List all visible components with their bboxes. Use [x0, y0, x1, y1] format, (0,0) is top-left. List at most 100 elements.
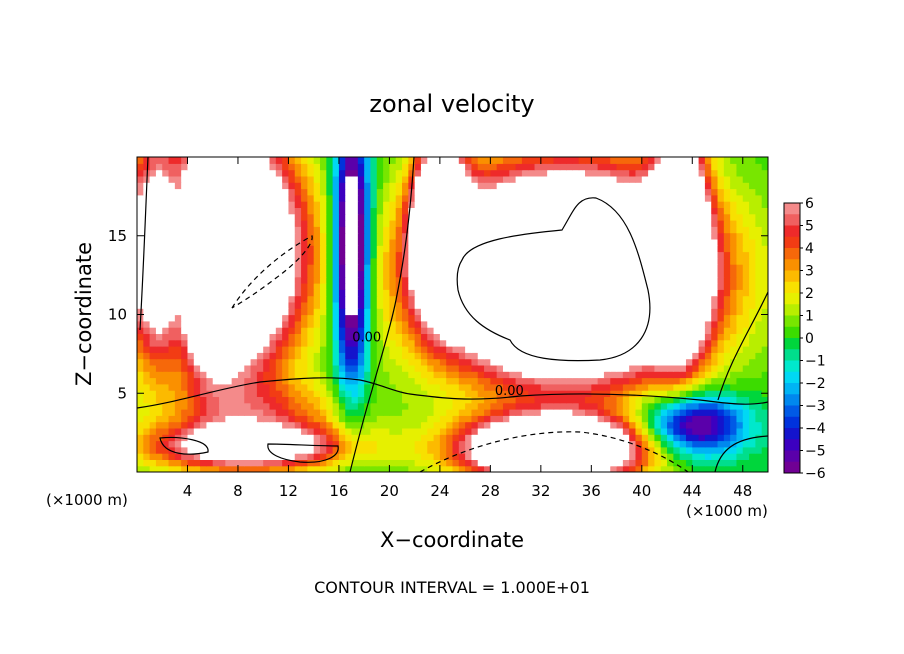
field-cell [465, 257, 473, 265]
field-cell [294, 402, 302, 410]
field-cell [307, 390, 315, 397]
field-cell [319, 459, 327, 467]
field-cell [168, 226, 176, 234]
field-cell [231, 301, 239, 309]
field-cell [635, 446, 643, 454]
field-cell [389, 213, 397, 221]
field-cell [685, 465, 693, 472]
field-cell [200, 289, 208, 297]
field-cell [704, 446, 712, 454]
field-cell [294, 446, 302, 454]
field-cell [301, 402, 308, 410]
field-cell [181, 301, 189, 309]
field-cell [439, 453, 447, 460]
field-cell [326, 390, 334, 397]
field-cell [181, 289, 189, 297]
field-cell [654, 396, 662, 404]
field-cell [509, 163, 517, 171]
field-cell [155, 207, 163, 215]
field-cell [742, 333, 750, 341]
field-cell [742, 377, 750, 385]
field-cell [155, 308, 163, 316]
field-cell [395, 459, 403, 467]
field-cell [742, 409, 750, 416]
field-cell [244, 245, 252, 253]
field-cell [528, 238, 536, 246]
field-cell [143, 276, 151, 284]
field-cell [667, 194, 674, 202]
field-cell [547, 402, 555, 410]
field-cell [143, 157, 151, 164]
field-cell [420, 465, 428, 472]
field-cell [301, 421, 308, 429]
field-cell [629, 314, 637, 322]
field-cell [256, 371, 264, 379]
field-cell [723, 421, 731, 429]
field-cell [471, 251, 479, 259]
field-cell [200, 421, 208, 429]
field-cell [496, 371, 504, 379]
field-cell [635, 194, 643, 202]
field-cell [667, 301, 674, 309]
field-cell [351, 232, 359, 240]
field-cell [585, 440, 592, 448]
field-cell [648, 289, 656, 297]
field-cell [275, 175, 283, 183]
field-cell [263, 226, 271, 234]
field-cell [597, 175, 605, 183]
field-cell [742, 339, 750, 347]
field-cell [288, 346, 296, 353]
field-cell [547, 446, 555, 454]
field-cell [528, 402, 536, 410]
field-cell [458, 201, 466, 208]
field-cell [559, 427, 567, 435]
field-cell [660, 238, 668, 246]
field-cell [237, 459, 245, 467]
field-cell [275, 327, 283, 334]
field-cell [528, 245, 536, 253]
field-cell [294, 383, 302, 391]
field-cell [376, 207, 384, 215]
field-cell [389, 301, 397, 309]
field-cell [749, 377, 756, 385]
field-cell [698, 276, 706, 284]
field-cell [219, 264, 226, 271]
field-cell [572, 188, 580, 196]
field-cell [711, 220, 719, 227]
field-cell [364, 188, 372, 196]
field-cell [723, 333, 731, 341]
field-cell [471, 371, 479, 379]
field-cell [345, 339, 353, 347]
field-cell [307, 207, 315, 215]
field-cell [641, 333, 649, 341]
field-cell [168, 453, 176, 460]
field-cell [338, 427, 346, 435]
field-cell [345, 283, 353, 290]
field-cell [648, 377, 656, 385]
field-cell [458, 295, 466, 303]
field-cell [212, 257, 220, 265]
field-cell [742, 283, 750, 290]
field-cell [307, 251, 315, 259]
field-cell [244, 434, 252, 442]
field-cell [181, 440, 189, 448]
field-cell [603, 383, 611, 391]
field-cell [616, 383, 624, 391]
field-cell [477, 390, 485, 397]
field-cell [496, 308, 504, 316]
field-cell [597, 245, 605, 253]
field-cell [597, 182, 605, 190]
field-cell [237, 415, 245, 423]
field-cell [629, 308, 637, 316]
field-cell [206, 440, 214, 448]
field-cell [395, 289, 403, 297]
field-cell [648, 434, 656, 442]
field-cell [206, 194, 214, 202]
field-cell [395, 194, 403, 202]
field-cell [414, 358, 422, 366]
field-cell [351, 371, 359, 379]
field-cell [376, 289, 384, 297]
field-cell [275, 289, 283, 297]
field-cell [534, 327, 542, 334]
field-cell [338, 276, 346, 284]
